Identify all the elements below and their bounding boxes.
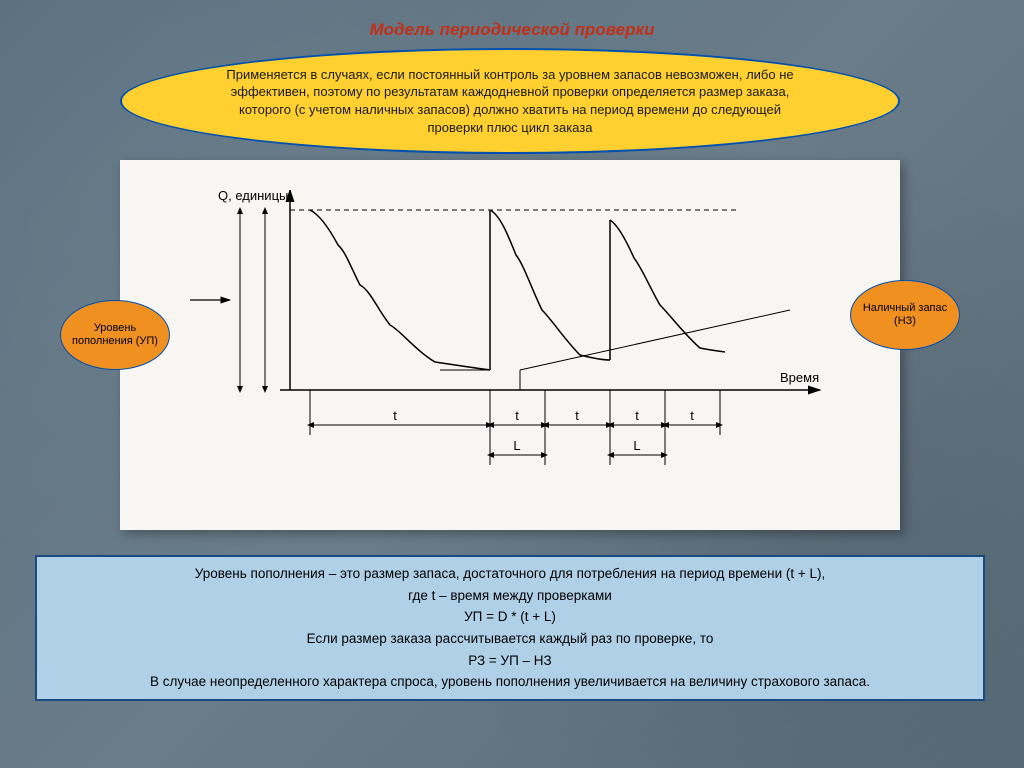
right-label-text: Наличный запас (НЗ) <box>857 302 953 328</box>
formula-line-2: где t – время между проверками <box>55 585 965 607</box>
svg-text:t: t <box>575 408 579 423</box>
y-axis-label: Q, единицы <box>218 190 288 203</box>
formula-panel: Уровень пополнения – это размер запаса, … <box>35 555 985 701</box>
formula-line-1: Уровень пополнения – это размер запаса, … <box>55 563 965 585</box>
svg-text:L: L <box>633 438 640 453</box>
formula-line-4: Если размер заказа рассчитывается каждый… <box>55 628 965 650</box>
formula-line-3: УП = D * (t + L) <box>55 606 965 628</box>
svg-text:L: L <box>513 438 520 453</box>
page-title: Модель периодической проверки <box>0 20 1024 40</box>
left-label-ellipse: Уровень пополнения (УП) <box>60 300 170 370</box>
svg-text:t: t <box>393 408 397 423</box>
svg-text:t: t <box>635 408 639 423</box>
description-text: Применяется в случаях, если постоянный к… <box>212 66 808 136</box>
left-label-text: Уровень пополнения (УП) <box>67 322 163 348</box>
description-ellipse: Применяется в случаях, если постоянный к… <box>120 48 900 154</box>
x-axis-label: Время <box>780 370 819 385</box>
chart-area: Q, единицы Время <box>180 190 840 490</box>
svg-text:t: t <box>515 408 519 423</box>
svg-text:t: t <box>690 408 694 423</box>
chart-panel: Q, единицы Время <box>120 160 900 530</box>
formula-line-5: РЗ = УП – НЗ <box>55 650 965 672</box>
chart-svg: Q, единицы Время <box>180 190 840 490</box>
right-label-ellipse: Наличный запас (НЗ) <box>850 280 960 350</box>
formula-line-6: В случае неопределенного характера спрос… <box>55 671 965 693</box>
